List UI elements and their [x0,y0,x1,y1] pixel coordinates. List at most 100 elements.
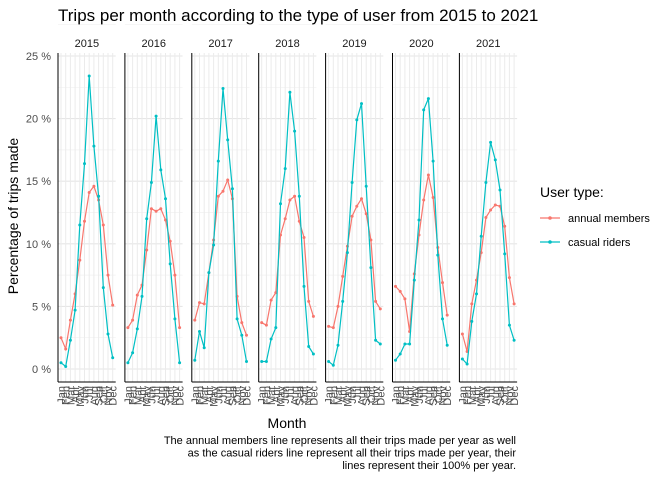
x-tick-label: Feb [195,386,207,405]
data-point [460,332,464,336]
data-point [307,299,311,303]
x-tick-label: Jan [324,386,336,404]
x-tick-label: Feb [462,386,474,405]
data-point [307,344,311,348]
data-point [83,219,86,223]
data-point [503,224,507,228]
data-point [164,197,167,201]
x-tick-label: Jul [486,386,498,400]
data-point [360,197,363,201]
data-point [426,97,430,101]
data-point [498,188,502,192]
data-point [394,358,397,362]
data-point [168,239,172,243]
x-tick-label: Sep [495,386,507,406]
data-point [336,343,340,347]
data-point [341,274,345,278]
y-tick-label: 0 % [32,364,51,376]
series-line [328,197,381,329]
data-point [378,307,382,311]
x-tick-label: Jan [257,386,269,404]
data-point [412,278,416,282]
data-point [426,173,430,177]
data-point [159,168,163,172]
data-point [149,207,153,211]
x-tick-label: Apr [271,386,283,403]
data-point [202,346,206,350]
x-tick-label: Aug [423,386,435,406]
data-point [78,223,82,227]
data-point [216,159,220,163]
data-point [484,216,488,220]
data-point [126,326,130,330]
data-point [341,299,345,303]
x-tick-label: Mar [400,386,412,405]
x-tick-label: Apr [70,386,82,403]
data-point [470,319,474,323]
x-tick-label: Aug [490,386,502,406]
y-axis: 0 % 5 % 10 % 15 % 20 % 25 % [26,51,51,376]
x-tick-label: Sep [428,386,440,406]
data-point [355,118,359,122]
legend-label: annual members [568,213,650,225]
data-point [288,198,292,202]
data-point [106,273,110,277]
data-point [178,361,182,365]
data-point [154,209,158,213]
data-point [489,208,493,212]
data-point [59,336,63,340]
data-point [68,318,72,322]
facet-label: 2018 [275,38,299,50]
data-point [489,140,493,144]
data-point [207,271,211,275]
data-point [216,194,220,198]
legend: User type: annual members casual riders [540,184,650,249]
data-point [87,190,91,194]
x-tick-label: Aug [357,386,369,406]
data-point [302,236,306,240]
x-tick-label: Oct [165,386,177,403]
data-point [279,202,282,206]
x-tick-label: Aug [156,386,168,406]
x-tick-label: Jan [391,386,403,404]
series-line [395,174,448,332]
x-tick-label: Feb [261,386,273,405]
x-tick-label: Apr [405,386,417,403]
data-point [269,337,273,341]
data-point [245,359,248,363]
data-point [445,313,449,317]
data-point [145,248,149,252]
legend-label: casual riders [568,237,631,249]
legend-key-point [548,216,552,220]
x-tick-label: Jul [84,386,96,400]
data-point [441,317,444,321]
data-point [378,342,382,346]
y-tick-label: 5 % [32,301,51,313]
x-tick-label: Dec [308,386,320,406]
data-point [126,361,130,365]
data-point [173,317,177,321]
data-point [78,258,82,262]
series-line [127,207,181,329]
x-tick-label: Sep [161,386,173,406]
data-point [336,304,340,308]
x-tick-label: Mar [333,386,345,405]
data-point [64,364,68,368]
data-point [235,317,239,321]
data-point [364,184,368,188]
data-point [245,333,248,337]
data-point [398,289,402,293]
data-point [350,180,354,184]
x-tick-label: Jul [352,386,364,400]
data-point [331,363,335,367]
x-tick-label: Nov [504,386,516,406]
data-point [475,292,478,296]
data-point [507,276,511,280]
data-point [149,180,153,184]
data-point [507,323,511,327]
caption-line: as the casual riders line represent all … [188,448,517,460]
x-tick-label: Jan [56,386,68,404]
x-tick-label: Nov [304,386,316,406]
